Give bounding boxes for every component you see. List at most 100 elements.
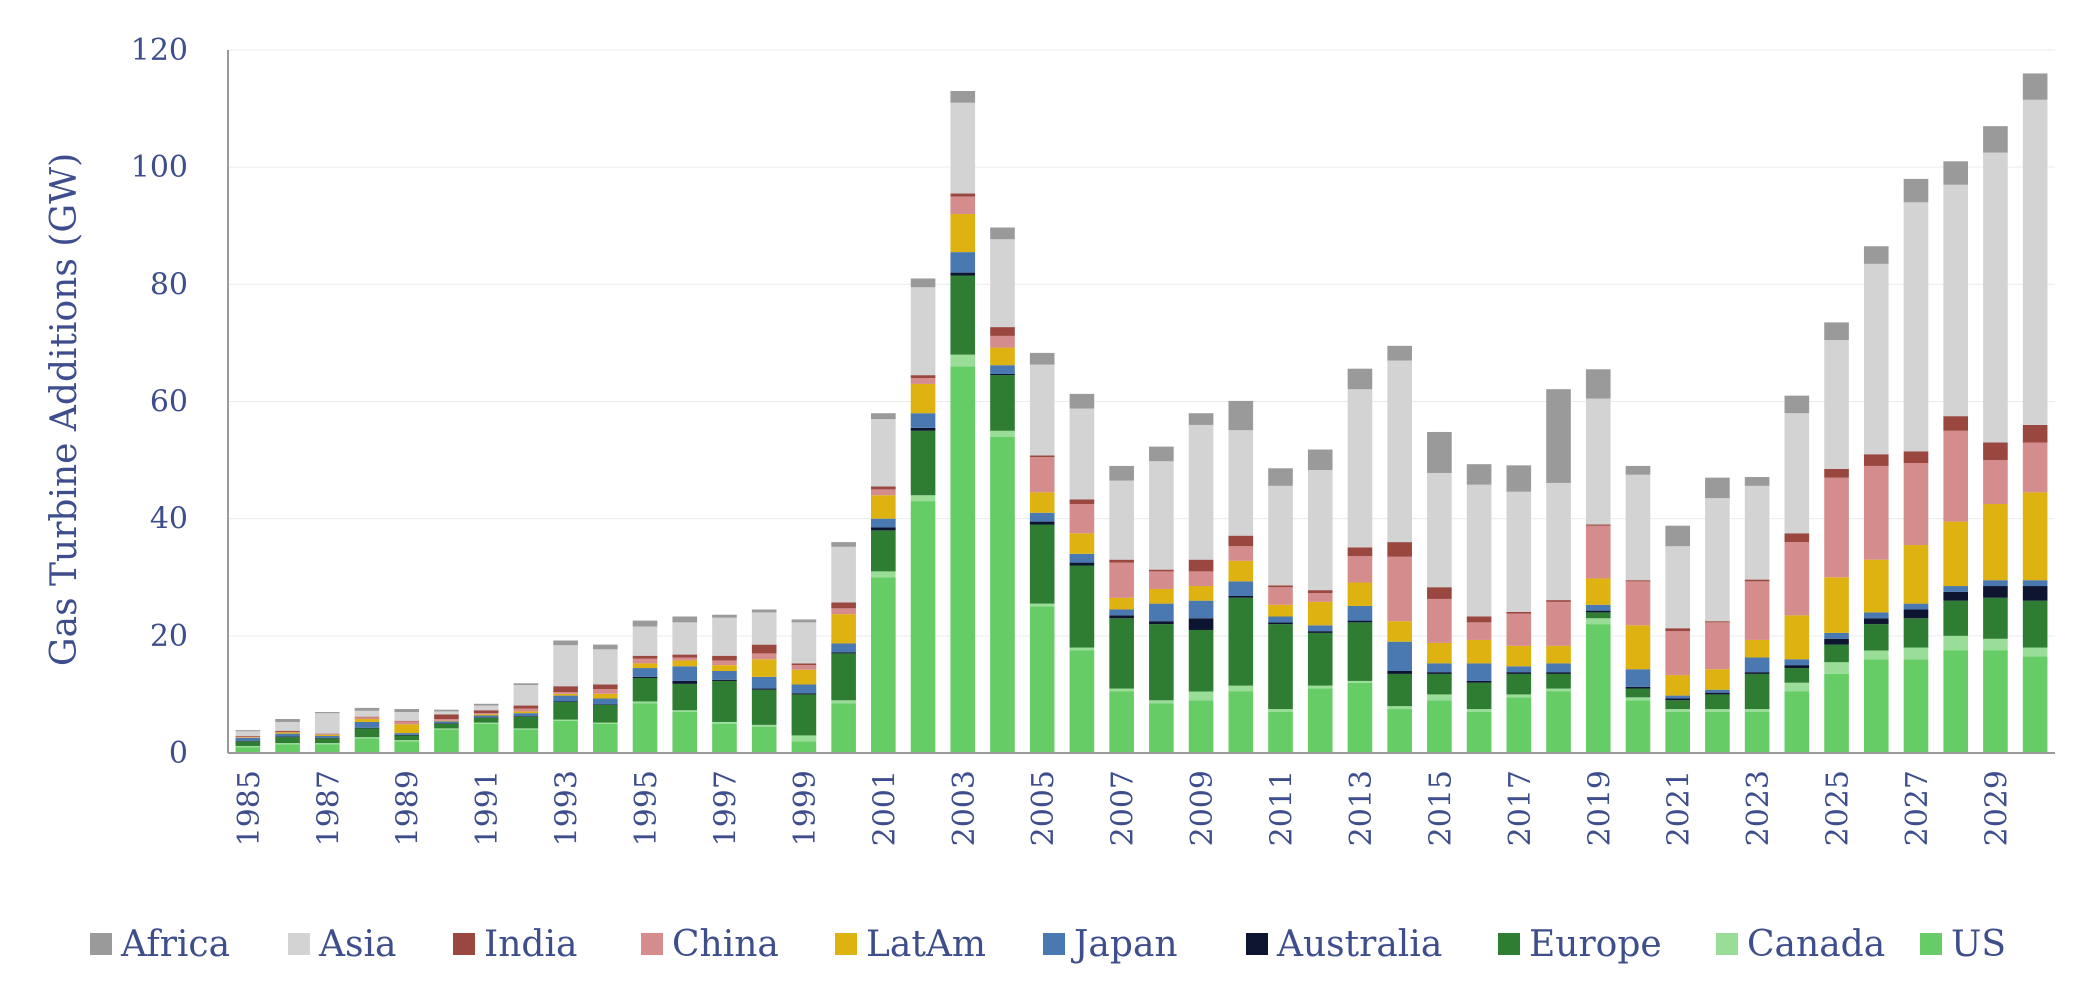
bar-latam-2004: [990, 347, 1015, 366]
bar-us-2008: [1149, 703, 1174, 753]
y-gridlines: [228, 49, 2055, 637]
bar-china-2016: [1466, 622, 1492, 640]
bar-latam-2017: [1506, 645, 1532, 667]
bar-australia-2006: [1069, 562, 1095, 566]
bar-canada-2001: [871, 571, 896, 578]
bar-china-1987: [314, 734, 340, 735]
bar-canada-1998: [751, 724, 777, 727]
bar-europe-2021: [1665, 700, 1690, 710]
bar-india-2022: [1705, 621, 1730, 623]
bar-asia-2003: [950, 102, 976, 194]
bar-us-2019: [1585, 624, 1611, 753]
bar-africa-1986: [275, 719, 300, 722]
bar-europe-1986: [275, 737, 300, 744]
bar-us-2021: [1665, 711, 1690, 753]
bar-china-1992: [513, 708, 539, 712]
bar-europe-1994: [593, 704, 618, 723]
bar-latam-2003: [950, 214, 976, 253]
bar-latam-1987: [314, 734, 340, 737]
bar-europe-2025: [1824, 644, 1849, 663]
bar-asia-2019: [1585, 398, 1611, 525]
bar-canada-2005: [1029, 603, 1055, 607]
bar-europe-1993: [553, 702, 578, 720]
bar-canada-2007: [1109, 688, 1134, 692]
bar-latam-2020: [1625, 625, 1651, 670]
bar-us-2025: [1824, 673, 1849, 753]
bar-europe-2015: [1427, 673, 1452, 695]
bar-china-2001: [871, 489, 896, 496]
bar-latam-2030: [2022, 492, 2048, 581]
bar-australia-1986: [275, 736, 300, 738]
bar-australia-2007: [1109, 615, 1134, 619]
bar-asia-2004: [990, 239, 1015, 328]
bar-japan-1986: [275, 733, 300, 737]
bar-asia-1997: [712, 617, 737, 656]
bar-india-2016: [1466, 616, 1492, 623]
bar-africa-2004: [990, 227, 1015, 240]
bar-us-2023: [1744, 711, 1770, 753]
bar-canada-2023: [1744, 709, 1770, 712]
bar-africa-2024: [1784, 395, 1810, 414]
bar-africa-2007: [1109, 465, 1134, 481]
bar-canada-2018: [1546, 688, 1571, 692]
bar-europe-2020: [1625, 688, 1651, 698]
bar-canada-1997: [712, 721, 737, 724]
bar-asia-1992: [513, 685, 539, 706]
bar-latam-1993: [553, 693, 578, 696]
bar-europe-2010: [1228, 597, 1254, 686]
bar-india-1988: [354, 716, 380, 718]
bar-africa-2030: [2022, 73, 2048, 100]
bar-canada-2029: [1983, 638, 2008, 651]
bar-asia-2018: [1546, 482, 1571, 601]
bar-europe-2002: [910, 430, 936, 496]
bar-africa-2021: [1665, 525, 1690, 547]
bar-india-1995: [632, 655, 658, 659]
bar-japan-2021: [1665, 695, 1690, 699]
bar-stacks: [235, 73, 2048, 753]
bar-us-2011: [1268, 711, 1293, 753]
bar-japan-2001: [871, 518, 896, 528]
bar-japan-2022: [1705, 689, 1730, 693]
bar-asia-2017: [1506, 491, 1532, 612]
bar-australia-2009: [1188, 618, 1214, 630]
bar-japan-1989: [394, 733, 420, 735]
bar-canada-2009: [1188, 691, 1214, 701]
bar-latam-2006: [1069, 533, 1095, 554]
bar-latam-2009: [1188, 586, 1214, 601]
bar-japan-1985: [235, 737, 261, 741]
bar-us-2012: [1307, 688, 1333, 753]
bar-australia-2012: [1307, 631, 1333, 633]
bar-canada-1996: [672, 710, 698, 712]
bar-africa-1985: [235, 730, 261, 732]
bar-india-1990: [434, 714, 459, 720]
bar-china-1991: [473, 713, 499, 715]
bar-china-2020: [1625, 581, 1651, 626]
bar-europe-1999: [791, 694, 817, 736]
bar-australia-2021: [1665, 698, 1690, 701]
bar-canada-2027: [1903, 647, 1929, 660]
bar-europe-1990: [434, 723, 459, 729]
bar-canada-2017: [1506, 694, 1532, 698]
bar-china-2006: [1069, 504, 1095, 534]
bar-australia-2030: [2022, 586, 2048, 601]
x-tick-labels: 1985 1987 1989 1991 1993 1995 1997 1999 2001 2003…: [232, 770, 2015, 846]
bar-china-2029: [1983, 460, 2008, 505]
bar-us-2018: [1546, 691, 1571, 753]
bar-asia-1995: [632, 626, 658, 656]
bar-asia-2026: [1863, 263, 1889, 455]
bar-latam-2019: [1585, 578, 1611, 605]
bar-asia-2015: [1427, 472, 1452, 588]
x-tick-label-1997: 1997: [708, 770, 743, 846]
bar-us-2030: [2022, 656, 2048, 753]
bar-china-1997: [712, 660, 737, 666]
bar-canada-2004: [990, 430, 1015, 437]
bar-us-1997: [712, 723, 737, 753]
bar-canada-2003: [950, 354, 976, 367]
bar-latam-2001: [871, 495, 896, 519]
bar-india-2000: [831, 602, 856, 609]
bar-india-1989: [394, 720, 420, 722]
x-tick-label-1999: 1999: [788, 770, 823, 846]
bar-india-2019: [1585, 524, 1611, 526]
bar-latam-2005: [1029, 492, 1055, 513]
bar-australia-2027: [1903, 609, 1929, 619]
